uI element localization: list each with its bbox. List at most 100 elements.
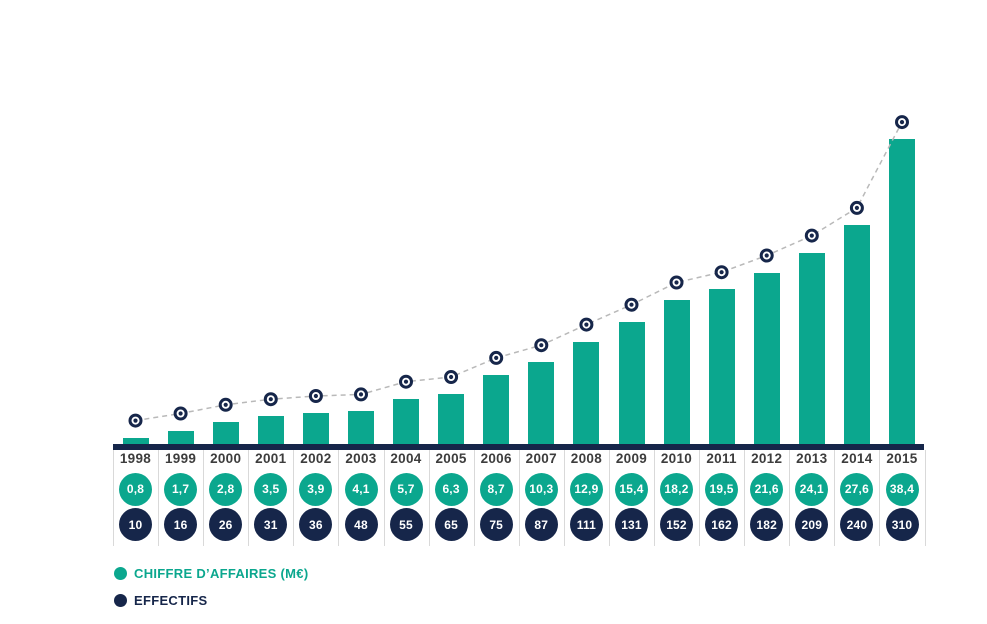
effectifs-value-badge: 87	[524, 508, 558, 541]
effectifs-value-badge: 131	[615, 508, 648, 541]
revenue-bar-2008	[573, 341, 600, 444]
revenue-value-badge: 18,2	[660, 472, 693, 506]
column-separator	[744, 450, 746, 546]
effectifs-marker-icon	[895, 115, 909, 130]
effectifs-marker-icon	[173, 406, 188, 421]
revenue-value-badge: 4,1	[344, 472, 378, 506]
column-separator	[699, 450, 701, 546]
column-separator	[203, 450, 205, 546]
effectifs-marker-center-dot	[133, 418, 138, 423]
revenue-bar-2004	[393, 398, 419, 444]
effectifs-value-badge: 55	[389, 508, 423, 541]
effectifs-marker-center-dot	[764, 253, 769, 258]
effectifs-marker-center-dot	[584, 322, 589, 327]
effectifs-marker-center-dot	[854, 205, 860, 210]
column-separator	[293, 450, 295, 546]
effectifs-value-badge: 65	[434, 508, 468, 541]
effectifs-value-badge: 26	[209, 508, 243, 541]
column-separator	[789, 450, 791, 546]
effectifs-marker-icon	[489, 350, 504, 365]
effectifs-marker-center-dot	[494, 355, 499, 360]
revenue-bar-2014	[843, 224, 870, 444]
revenue-bar-2006	[483, 374, 510, 444]
column-separator	[428, 450, 430, 546]
year-label: 2003	[345, 451, 377, 466]
revenue-value-badge: 6,3	[434, 472, 468, 506]
revenue-bar-1998	[122, 437, 149, 444]
column-separator	[518, 450, 520, 546]
effectifs-marker-center-dot	[674, 280, 679, 285]
year-label: 1998	[119, 451, 152, 466]
effectifs-marker-center-dot	[899, 120, 905, 125]
year-label: 1999	[164, 451, 197, 466]
effectifs-marker-center-dot	[313, 393, 318, 399]
effectifs-legend-label: EFFECTIFS	[134, 592, 208, 608]
effectifs-marker-center-dot	[358, 392, 364, 397]
revenue-value-badge: 5,7	[389, 472, 423, 506]
year-label: 2000	[210, 451, 242, 466]
revenue-bar-2010	[663, 299, 690, 444]
effectifs-value-badge: 111	[569, 508, 603, 541]
year-label: 2004	[390, 451, 422, 466]
effectifs-legend-dot-icon	[114, 593, 127, 607]
revenue-bar-2003	[348, 411, 374, 444]
effectifs-marker-icon	[714, 265, 729, 280]
year-label: 2009	[615, 451, 648, 466]
revenue-legend-label: CHIFFRE D’AFFAIRES (M€)	[134, 565, 309, 581]
column-separator	[563, 450, 565, 546]
revenue-bar-1999	[167, 430, 194, 444]
revenue-value-badge: 24,1	[795, 472, 829, 506]
column-separator	[608, 450, 610, 546]
year-label: 2007	[525, 451, 557, 466]
x-axis-baseline	[113, 444, 924, 450]
revenue-bar-2005	[438, 394, 465, 444]
effectifs-value-badge: 209	[795, 508, 829, 541]
revenue-value-badge: 8,7	[479, 472, 513, 506]
column-separator	[383, 450, 385, 546]
effectifs-marker-center-dot	[403, 379, 409, 384]
revenue-bar-2015	[889, 139, 915, 444]
revenue-bar-2002	[302, 413, 329, 444]
effectifs-marker-icon	[128, 413, 143, 428]
revenue-value-badge: 1,7	[164, 472, 198, 506]
column-separator	[654, 450, 655, 546]
revenue-value-badge: 12,9	[569, 472, 603, 506]
effectifs-value-badge: 10	[119, 508, 152, 541]
year-label: 2010	[660, 451, 693, 466]
revenue-bar-2000	[212, 421, 239, 444]
effectifs-value-badge: 152	[660, 508, 693, 541]
effectifs-marker-icon	[759, 248, 774, 263]
revenue-value-badge: 0,8	[119, 472, 152, 506]
effectifs-marker-center-dot	[223, 402, 228, 407]
revenue-value-badge: 21,6	[750, 472, 784, 506]
effectifs-marker-icon	[263, 392, 278, 407]
effectifs-marker-center-dot	[268, 397, 273, 402]
effectifs-value-badge: 48	[344, 508, 378, 541]
revenue-bar-2012	[753, 272, 780, 444]
legend-item-effectifs: EFFECTIFS	[114, 592, 308, 608]
effectifs-value-badge: 75	[479, 508, 513, 541]
revenue-value-badge: 2,8	[209, 472, 243, 506]
effectifs-marker-center-dot	[629, 302, 634, 307]
effectifs-value-badge: 16	[164, 508, 198, 541]
column-separator	[158, 450, 160, 546]
effectifs-marker-icon	[669, 275, 684, 290]
revenue-value-badge: 15,4	[615, 472, 648, 506]
revenue-value-badge: 3,9	[299, 472, 333, 506]
revenue-value-badge: 10,3	[524, 472, 558, 506]
column-separator	[338, 450, 340, 546]
year-label: 2011	[706, 451, 737, 466]
year-label: 2015	[886, 451, 918, 466]
year-label: 2006	[480, 451, 512, 466]
year-label: 2001	[255, 451, 287, 466]
year-label: 2005	[435, 451, 467, 466]
revenue-value-badge: 38,4	[885, 472, 919, 506]
column-separator	[113, 450, 114, 546]
effectifs-trend-line	[135, 121, 903, 422]
revenue-bar-2011	[708, 289, 735, 444]
effectifs-value-badge: 240	[840, 508, 874, 541]
revenue-bar-2009	[618, 321, 645, 444]
year-label: 2012	[751, 451, 783, 466]
effectifs-value-badge: 182	[750, 508, 784, 541]
year-label: 2014	[841, 451, 873, 466]
